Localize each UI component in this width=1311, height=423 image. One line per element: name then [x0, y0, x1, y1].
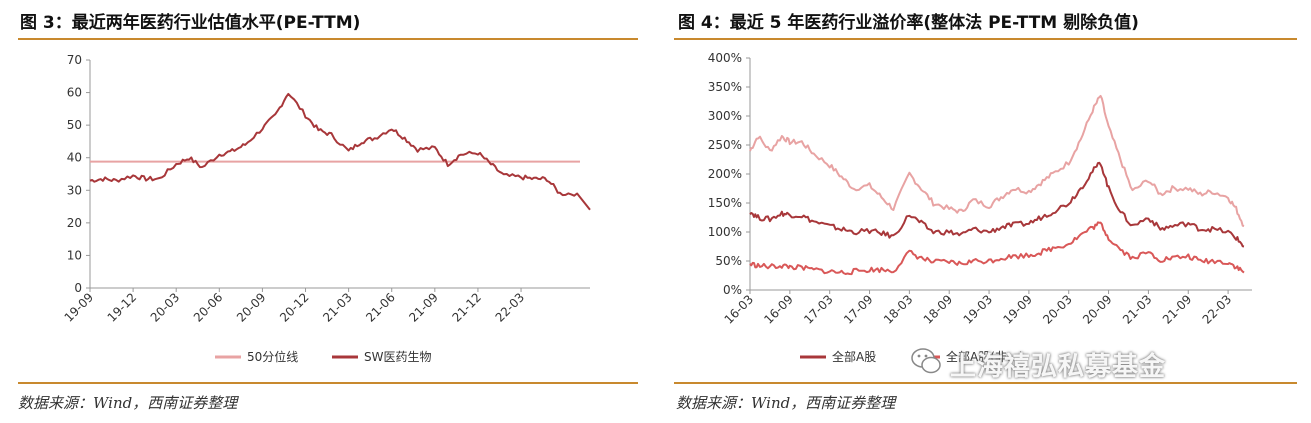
left-source-note: 数据来源：Wind，西南证券整理 — [18, 394, 238, 412]
x-tick-label: 19-09 — [62, 290, 97, 325]
y-tick-label: 200% — [708, 167, 742, 181]
left-chart-panel: 图 3：最近两年医药行业估值水平(PE-TTM) 0 10 20 30 40 50 60 70… — [0, 0, 650, 423]
legend-label: 全部A股 — [832, 349, 876, 364]
x-tick-label: 18-03 — [881, 292, 916, 327]
y-tick-label: 150% — [708, 196, 742, 210]
x-tick-label: 20-06 — [191, 290, 226, 325]
x-tick-label: 19-03 — [961, 292, 996, 327]
series-line — [749, 221, 1245, 276]
left-bottom-rule — [18, 382, 638, 384]
x-tick-label: 20-03 — [1040, 292, 1075, 327]
y-tick-label: 400% — [708, 51, 742, 65]
series-line — [749, 161, 1245, 248]
legend-label: 50分位线 — [247, 349, 298, 364]
y-tick-label: 40 — [67, 151, 82, 165]
y-tick-label: 30 — [67, 183, 82, 197]
y-tick-label: 0 — [74, 281, 82, 295]
x-tick-label: 21-03 — [1120, 292, 1155, 327]
x-tick-label: 20-12 — [277, 290, 312, 325]
right-title-rule — [674, 38, 1297, 40]
left-title-rule — [18, 38, 638, 40]
y-tick-label: 60 — [67, 86, 82, 100]
legend-label: SW医药生物 — [364, 350, 431, 364]
right-chart-title: 图 4：最近 5 年医药行业溢价率(整体法 PE-TTM 剔除负值) — [678, 13, 1139, 33]
x-tick-label: 17-03 — [801, 292, 836, 327]
x-tick-label: 21-09 — [406, 290, 441, 325]
right-bottom-rule — [674, 382, 1297, 384]
x-tick-label: 19-09 — [1000, 292, 1035, 327]
right-chart-svg: 0% 50% 100% 150% 200% 250% 300% 350% 400% 16-03 16… — [708, 51, 1252, 364]
x-tick-label: 21-09 — [1160, 292, 1195, 327]
y-tick-label: 50 — [67, 118, 82, 132]
left-chart-title: 图 3：最近两年医药行业估值水平(PE-TTM) — [20, 13, 361, 33]
y-tick-label: 300% — [708, 109, 742, 123]
right-chart-panel: 图 4：最近 5 年医药行业溢价率(整体法 PE-TTM 剔除负值) 0% 50%… — [662, 0, 1311, 423]
x-tick-label: 16-03 — [722, 292, 757, 327]
x-tick-label: 22-03 — [1200, 292, 1235, 327]
x-tick-label: 21-03 — [320, 290, 355, 325]
x-tick-label: 21-12 — [449, 290, 484, 325]
y-tick-label: 10 — [67, 248, 82, 262]
y-tick-label: 20 — [67, 216, 82, 230]
x-tick-label: 20-09 — [1080, 292, 1115, 327]
y-tick-label: 100% — [708, 225, 742, 239]
y-tick-label: 350% — [708, 80, 742, 94]
right-source-note: 数据来源：Wind，西南证券整理 — [676, 394, 896, 412]
series-line — [89, 92, 591, 211]
y-tick-label: 50% — [715, 254, 742, 268]
x-tick-label: 21-06 — [363, 290, 398, 325]
x-tick-label: 17-09 — [841, 292, 876, 327]
x-tick-label: 16-09 — [761, 292, 796, 327]
y-tick-label: 250% — [708, 138, 742, 152]
y-tick-label: 0% — [723, 283, 742, 297]
left-chart-svg: 0 10 20 30 40 50 60 70 19-09 19-12 20-03 20-06 20-09… — [62, 53, 591, 364]
x-tick-label: 18-09 — [921, 292, 956, 327]
x-tick-label: 22-03 — [493, 290, 528, 325]
wechat-icon — [911, 348, 941, 374]
y-tick-label: 70 — [67, 53, 82, 67]
watermark-text: 上海禧弘私募基金 — [950, 352, 1167, 382]
x-tick-label: 19-12 — [105, 290, 140, 325]
series-line — [749, 94, 1245, 228]
legend-label: 全部A股(非…) — [946, 349, 1024, 364]
x-tick-label: 20-09 — [234, 290, 269, 325]
x-tick-label: 20-03 — [148, 290, 183, 325]
